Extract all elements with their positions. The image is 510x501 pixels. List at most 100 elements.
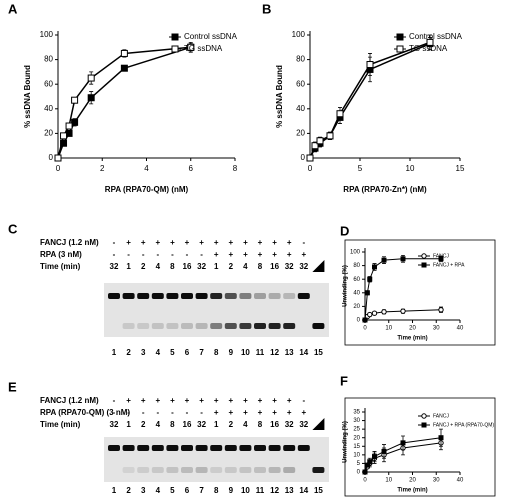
gel-cell: 32	[285, 262, 294, 271]
gel-cell: -	[142, 250, 145, 259]
panel-label: B	[262, 1, 271, 16]
gel-cell: 4	[156, 420, 161, 429]
gel-band	[254, 323, 266, 329]
gel-cell: +	[155, 238, 160, 247]
gel-band	[268, 467, 281, 473]
data-point	[381, 448, 387, 454]
gel-band	[108, 445, 120, 451]
gel-cell: +	[272, 408, 277, 417]
data-point	[87, 94, 95, 102]
data-point	[362, 317, 368, 323]
gel-cell: -	[142, 408, 145, 417]
data-point	[120, 49, 128, 57]
y-tick-label: 0	[357, 318, 361, 324]
data-point	[311, 142, 319, 150]
lane-number: 12	[270, 486, 279, 495]
gel-cell: -	[156, 408, 159, 417]
gel-band	[254, 467, 266, 473]
data-point	[426, 38, 434, 46]
y-axis-label: % ssDNA Bound	[23, 65, 32, 128]
gel-cell: +	[228, 408, 233, 417]
legend-marker	[396, 45, 404, 53]
gel-band	[239, 467, 252, 473]
data-point	[367, 311, 373, 318]
gel-cell: +	[243, 238, 248, 247]
y-tick-label: 35	[353, 410, 360, 416]
gel-row-label: FANCJ (1.2 nM)	[40, 238, 99, 247]
legend-label: TG ssDNA	[409, 44, 448, 53]
legend-marker	[396, 33, 404, 41]
gel-band	[268, 323, 281, 329]
y-axis-label: Unwinding (%)	[343, 421, 349, 463]
legend-label: FANCJ	[433, 413, 449, 419]
gel-cell: -	[200, 408, 203, 417]
gel-cell: -	[113, 250, 116, 259]
gel-cell: +	[301, 250, 306, 259]
data-point	[60, 139, 68, 147]
lane-number: 5	[170, 348, 175, 357]
data-point	[336, 110, 344, 118]
data-point	[187, 43, 195, 51]
lane-number: 5	[170, 486, 175, 495]
gel-cell: 2	[229, 262, 234, 271]
x-tick-label: 0	[363, 326, 367, 332]
data-point	[54, 154, 62, 162]
data-point	[372, 454, 377, 460]
x-axis-label: Time (min)	[397, 336, 427, 342]
x-tick-label: 40	[457, 478, 464, 484]
gel-cell: +	[272, 238, 277, 247]
gel-cell: +	[287, 408, 292, 417]
legend-label: FANCJ + RPA	[433, 262, 465, 268]
gel-band	[224, 323, 237, 329]
lane-number: 11	[256, 348, 265, 357]
gel-cell: 32	[110, 262, 119, 271]
lane-number: 4	[156, 486, 161, 495]
gel-cell: 16	[183, 262, 192, 271]
legend-label: Control ssDNA	[184, 32, 238, 41]
gel-cell: 1	[126, 262, 131, 271]
gel-band	[297, 445, 310, 451]
y-tick-label: 20	[353, 304, 360, 310]
gel-band	[166, 293, 179, 299]
gel-cell: +	[126, 238, 131, 247]
y-tick-label: 5	[357, 461, 361, 467]
gel-cell: -	[200, 250, 203, 259]
gel-band	[312, 467, 325, 473]
panel-label: A	[8, 1, 18, 16]
panel-f-frame	[344, 397, 496, 497]
data-point	[326, 132, 334, 140]
legend-marker	[421, 262, 427, 268]
legend-marker	[421, 253, 427, 259]
gel-cell: +	[228, 250, 233, 259]
gel-band	[312, 323, 325, 329]
gel-cell: +	[214, 408, 219, 417]
gel-cell: +	[258, 408, 263, 417]
gel-cell: +	[228, 238, 233, 247]
gel-band	[122, 445, 135, 451]
legend-label: TG ssDNA	[184, 44, 223, 53]
y-tick-label: 100	[40, 30, 54, 39]
data-point	[60, 132, 68, 140]
gel-cell: +	[214, 396, 219, 405]
gel-cell: +	[155, 396, 160, 405]
legend-marker	[171, 45, 179, 53]
lane-number: 7	[199, 348, 204, 357]
data-point	[381, 309, 387, 315]
gel-cell: 8	[258, 262, 263, 271]
gel-cell: 16	[270, 262, 279, 271]
x-tick-label: 5	[358, 164, 363, 173]
gel-band	[254, 293, 266, 299]
gel-band	[283, 323, 296, 329]
y-tick-label: 0	[301, 153, 306, 162]
gel-cell: 8	[258, 420, 263, 429]
gel-cell: -	[113, 396, 116, 405]
x-tick-label: 40	[457, 326, 464, 332]
data-point	[367, 276, 373, 282]
legend-marker	[421, 422, 427, 428]
gel-cell: 8	[170, 420, 175, 429]
gel-band	[224, 293, 237, 299]
y-axis-label: Unwinding (%)	[343, 265, 349, 307]
x-axis-label: Time (min)	[397, 488, 427, 494]
y-tick-label: 0	[357, 470, 361, 476]
